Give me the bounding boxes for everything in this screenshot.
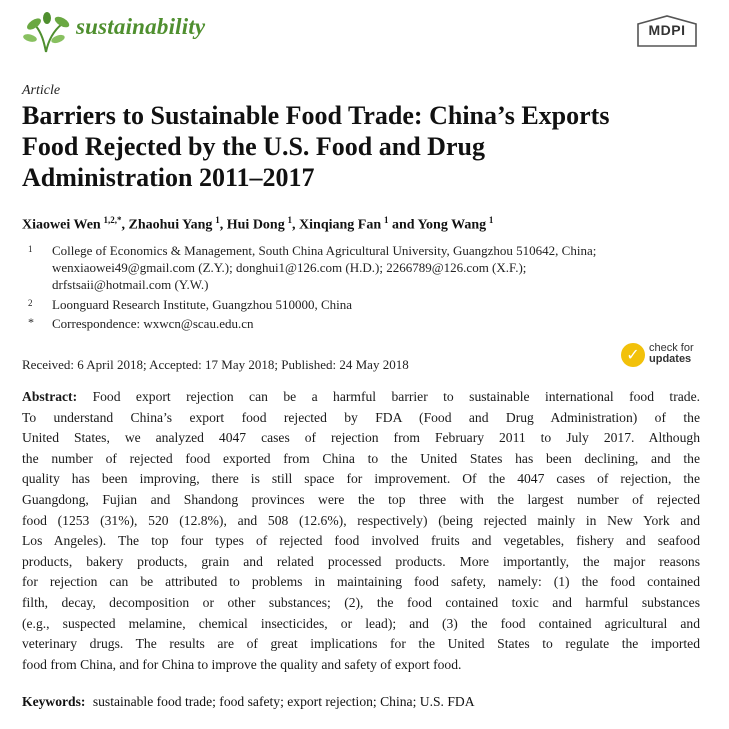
check-for-updates-label: check for updates (649, 343, 694, 365)
check-circle-icon (621, 343, 645, 367)
publisher-logo-icon (637, 15, 697, 47)
abstract-line: (e.g., suspected melamine, chemical inse… (22, 615, 700, 631)
abstract-line: Los Angeles). The top four types of reje… (22, 533, 700, 549)
affiliation-mark: 2 (28, 298, 33, 308)
title-line: Administration 2011–2017 (22, 163, 315, 192)
author-affiliation-mark: 1 (488, 215, 494, 225)
author-separator: , (292, 217, 300, 233)
keywords-text: sustainable food trade; food safety; exp… (92, 694, 475, 709)
title-line: Food Rejected by the U.S. Food and Drug (22, 132, 485, 161)
abstract-line: quality has been improving, there is sti… (22, 471, 700, 487)
abstract-line: To understand China’s export food reject… (22, 409, 700, 425)
check-label-line1: check for (649, 342, 694, 354)
abstract-line: filth, decay, decomposition or other sub… (22, 594, 700, 610)
keywords-label: Keywords: (22, 694, 86, 709)
journal-leaf-logo-icon (23, 12, 70, 53)
abstract-line: United States, we analyzed 4047 cases of… (22, 430, 700, 446)
author-affiliation-mark: 1 (287, 215, 293, 225)
author-separator: and (388, 217, 418, 233)
author-name: Zhaohui Yang (128, 217, 213, 233)
affiliation-line: drfstsaii@hotmail.com (Y.W.) (52, 277, 209, 292)
abstract-line: the number of rejected food exported fro… (22, 450, 700, 466)
affiliation-line: wenxiaowei49@gmail.com (Z.Y.); donghui1@… (52, 260, 527, 275)
affiliation-mark: 1 (28, 244, 33, 254)
check-for-updates-badge[interactable]: ✓ check for updates (621, 343, 705, 373)
author-affiliation-mark: 1 (383, 215, 389, 225)
abstract-line: food (1253 (31%), 520 (12.8%), and 508 (… (22, 512, 700, 528)
article-title: Barriers to Sustainable Food Trade: Chin… (22, 100, 702, 193)
affiliation-mark: * (28, 315, 34, 329)
affiliation-line: College of Economics & Management, South… (52, 243, 597, 258)
check-label-line2: updates (649, 353, 692, 365)
author-name: Xinqiang Fan (299, 217, 382, 233)
author-name: Yong Wang (417, 217, 487, 233)
author-affiliation-mark: 1 (215, 215, 220, 225)
article-type: Article (22, 83, 61, 98)
journal-name: sustainability (76, 14, 206, 39)
author-separator: , (121, 217, 129, 233)
abstract-line: Guangdong, Fujian and Shandong provinces… (22, 491, 700, 507)
checkmark-icon: ✓ (626, 345, 640, 364)
title-line: Barriers to Sustainable Food Trade: Chin… (22, 101, 610, 130)
abstract-line: for rejection can be attributed to probl… (22, 574, 700, 590)
publication-dates: Received: 6 April 2018; Accepted: 17 May… (22, 357, 409, 372)
abstract-line: food from China, and for China to improv… (22, 656, 462, 672)
author-separator: , (219, 217, 227, 233)
abstract: Abstract: Food export rejection can be a… (22, 387, 700, 675)
keywords: Keywords: sustainable food trade; food s… (22, 694, 475, 710)
abstract-line: Abstract: Food export rejection can be a… (22, 387, 700, 408)
abstract-line: veterinary drugs. The results are of gre… (22, 636, 700, 652)
affiliation-line: Loonguard Research Institute, Guangzhou … (52, 297, 353, 312)
publisher-name: MDPI (648, 22, 686, 38)
author-name: Hui Dong (226, 217, 285, 233)
author-affiliation-mark: 1,2,* (103, 215, 122, 225)
abstract-label: Abstract: (22, 389, 78, 404)
abstract-line: products, bakery products, grain and rel… (22, 553, 700, 569)
author-name: Xiaowei Wen (22, 217, 101, 233)
correspondence-line: Correspondence: wxwcn@scau.edu.cn (52, 316, 254, 331)
author-list: Xiaowei Wen 1,2,*, Zhaohui Yang 1, Hui D… (22, 215, 493, 234)
abstract-line-text: Food export rejection can be a harmful b… (92, 389, 701, 404)
